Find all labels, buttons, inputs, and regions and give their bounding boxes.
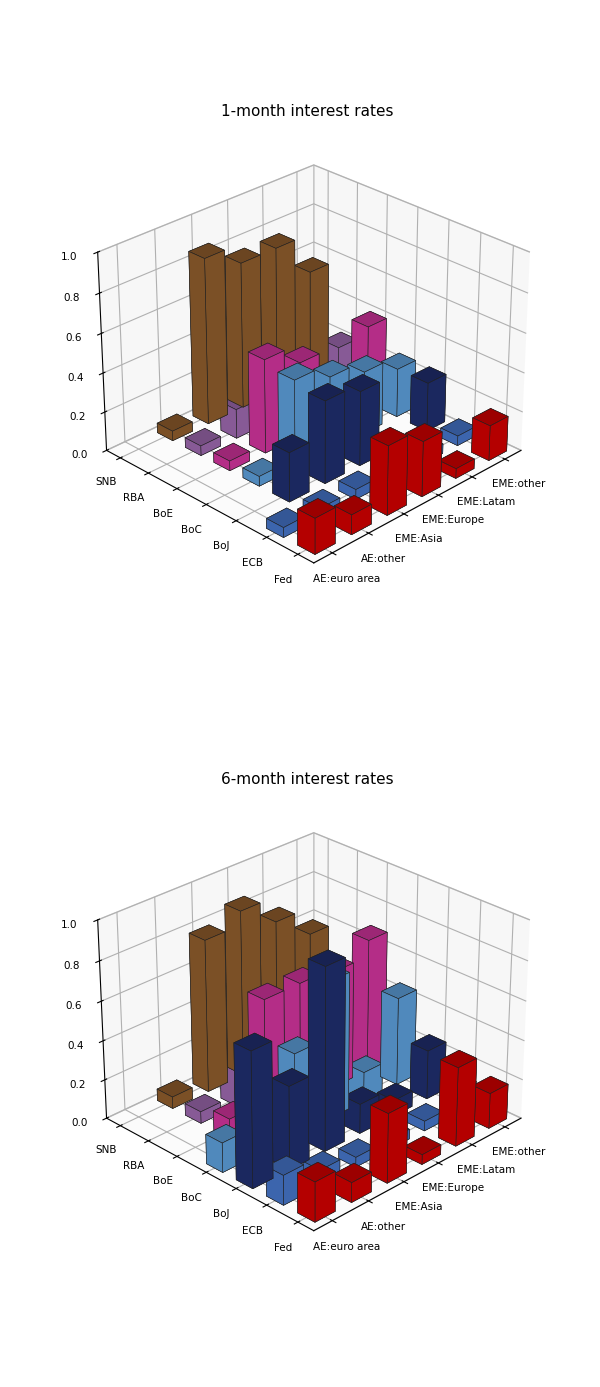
- Title: 1-month interest rates: 1-month interest rates: [221, 104, 394, 119]
- Title: 6-month interest rates: 6-month interest rates: [221, 771, 394, 786]
